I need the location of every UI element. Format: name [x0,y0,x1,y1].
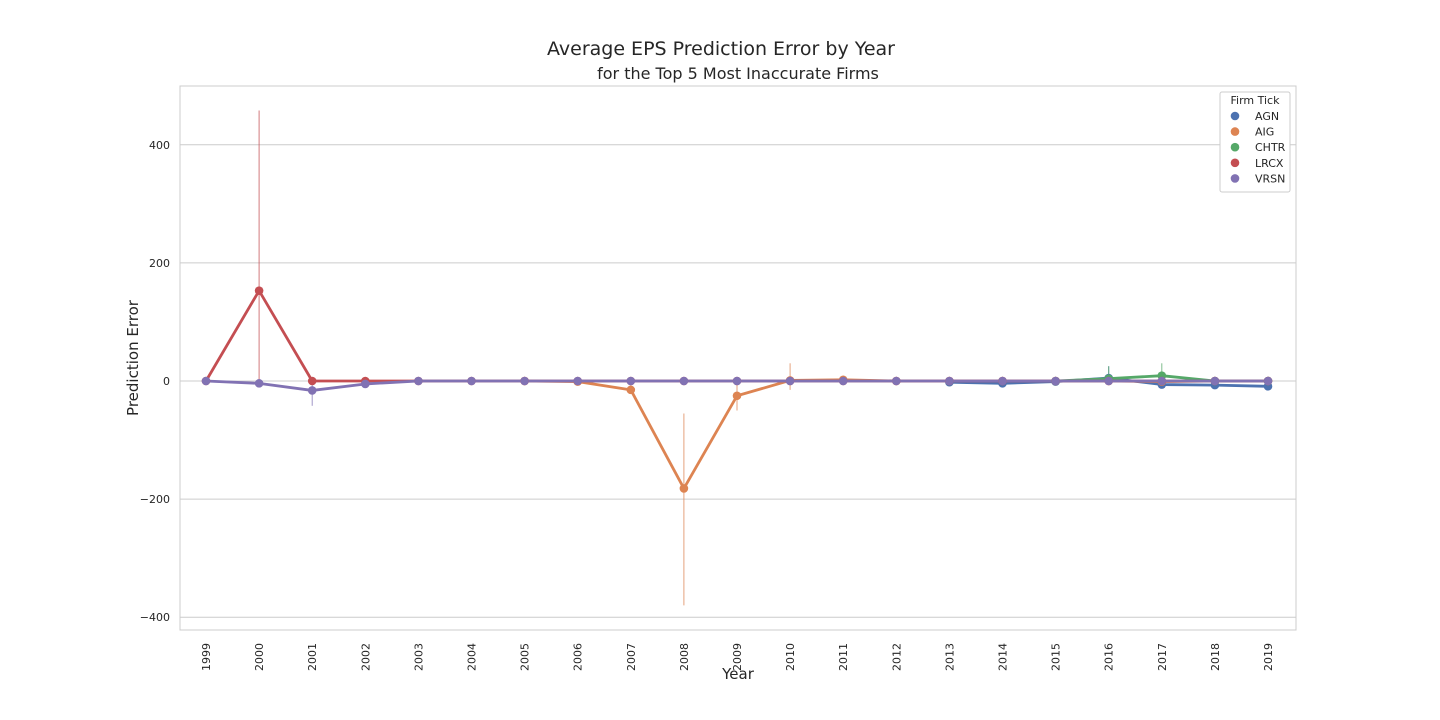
point-vrsn [520,376,529,386]
x-tick-label: 2018 [1209,643,1222,671]
x-tick-label: 2006 [572,643,585,671]
legend-marker-chtr [1230,142,1240,152]
x-tick-labels: 1999 2000 2001 2002 2003 2004 2005 2006 2007 2008… [200,643,1275,671]
point-vrsn [1210,376,1220,386]
y-tick-label: −200 [140,493,170,506]
y-tick-label: 200 [149,257,170,270]
point-vrsn [201,376,211,386]
point-vrsn [361,379,370,389]
legend-label-vrsn: VRSN [1255,172,1285,185]
point-lrcx [254,286,264,295]
point-vrsn [254,379,264,388]
x-tick-label: 2016 [1103,643,1116,671]
legend-items: AGN AIG CHTR LRCX VRSN [1230,110,1286,185]
x-tick-label: 2011 [837,643,850,671]
legend-marker-agn [1230,111,1240,121]
legend-label-agn: AGN [1255,110,1279,123]
series-line-aig [524,378,1268,490]
point-lrcx [307,376,317,386]
x-tick-label: 2014 [997,643,1010,671]
x-tick-label: 2010 [784,643,797,671]
x-tick-label: 2015 [1050,643,1063,671]
point-vrsn [945,376,954,386]
legend: Firm Tick AGN AIG CHTR LRCX VRSN [1219,91,1291,193]
y-tick-label: 0 [163,375,170,388]
point-aig [732,391,742,401]
point-vrsn [307,386,317,395]
y-tick-label: −400 [140,611,170,624]
point-vrsn [573,376,582,386]
legend-label-lrcx: LRCX [1255,157,1284,170]
x-tick-label: 2019 [1262,643,1275,671]
x-tick-label: 2007 [625,643,638,671]
x-tick-label: 2017 [1156,643,1169,671]
point-vrsn [838,376,848,386]
y-tick-labels: 400 200 0 −200 −400 [140,139,170,624]
x-tick-label: 2005 [519,643,532,671]
x-tick-label: 2009 [731,643,744,671]
legend-marker-aig [1230,127,1240,136]
point-vrsn [626,376,636,386]
x-tick-label: 2013 [943,643,956,671]
x-axis-label: Year [721,665,755,683]
legend-marker-vrsn [1230,174,1240,183]
legend-label-chtr: CHTR [1255,141,1286,154]
x-tick-label: 2001 [306,643,319,671]
x-tick-label: 2004 [466,643,479,671]
point-vrsn [414,376,423,386]
y-axis-label: Prediction Error [124,299,142,416]
point-vrsn [785,376,795,386]
x-tick-label: 2003 [412,643,425,671]
point-aig [626,385,636,395]
chart-title: Average EPS Prediction Error by Year [547,38,895,60]
point-vrsn [892,376,901,386]
point-aig [679,484,689,493]
plot-frame [179,85,1297,631]
legend-title: Firm Tick [1231,94,1281,107]
chart-subtitle: for the Top 5 Most Inaccurate Firms [597,64,879,83]
legend-label-aig: AIG [1255,126,1274,139]
point-vrsn [998,376,1007,386]
x-tick-label: 2008 [678,643,691,671]
legend-marker-lrcx [1230,158,1240,168]
point-vrsn [1051,376,1060,386]
x-tick-label: 2000 [253,643,266,671]
series-points [201,286,1273,493]
point-vrsn [732,376,742,386]
point-vrsn [1263,376,1273,386]
confidence-intervals [258,110,1163,606]
point-vrsn [1157,376,1167,386]
point-vrsn [679,376,689,386]
x-tick-label: 1999 [200,643,213,671]
x-tick-label: 2002 [359,643,372,671]
x-tick-label: 2012 [890,643,903,671]
point-vrsn [1104,376,1113,386]
y-tick-label: 400 [149,139,170,152]
point-vrsn [467,376,476,386]
